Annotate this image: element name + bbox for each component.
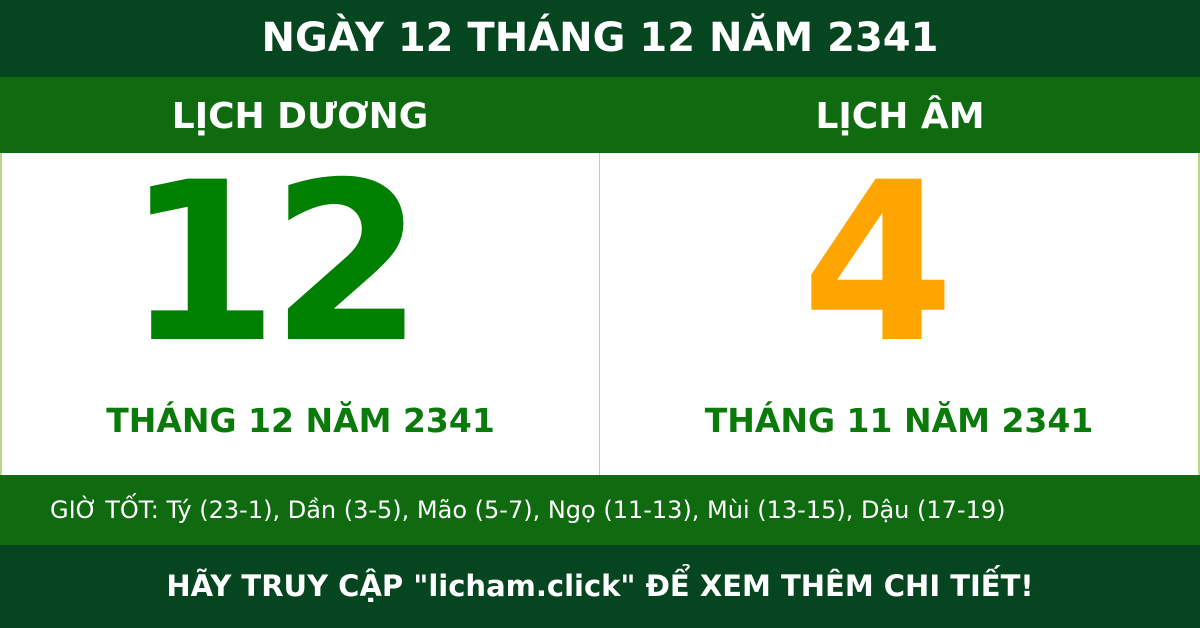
calendar-header: LỊCH DƯƠNG LỊCH ÂM xyxy=(0,77,1200,153)
lunar-month-year: THÁNG 11 NĂM 2341 xyxy=(704,401,1094,440)
solar-label: LỊCH DƯƠNG xyxy=(171,96,429,137)
good-hours: GIỜ TỐT: Tý (23-1), Dần (3-5), Mão (5-7)… xyxy=(0,475,1200,545)
lunar-day: 4 xyxy=(801,135,954,391)
page-title: NGÀY 12 THÁNG 12 NĂM 2341 xyxy=(0,0,1200,77)
lunar-label: LỊCH ÂM xyxy=(815,96,985,137)
footer-cta: HÃY TRUY CẬP "licham.click" ĐỂ XEM THÊM … xyxy=(0,545,1200,628)
lunar-panel: 4 THÁNG 11 NĂM 2341 xyxy=(600,153,1200,475)
solar-day: 12 xyxy=(125,135,423,391)
solar-panel: 12 THÁNG 12 NĂM 2341 xyxy=(0,153,600,475)
solar-month-year: THÁNG 12 NĂM 2341 xyxy=(106,401,495,440)
